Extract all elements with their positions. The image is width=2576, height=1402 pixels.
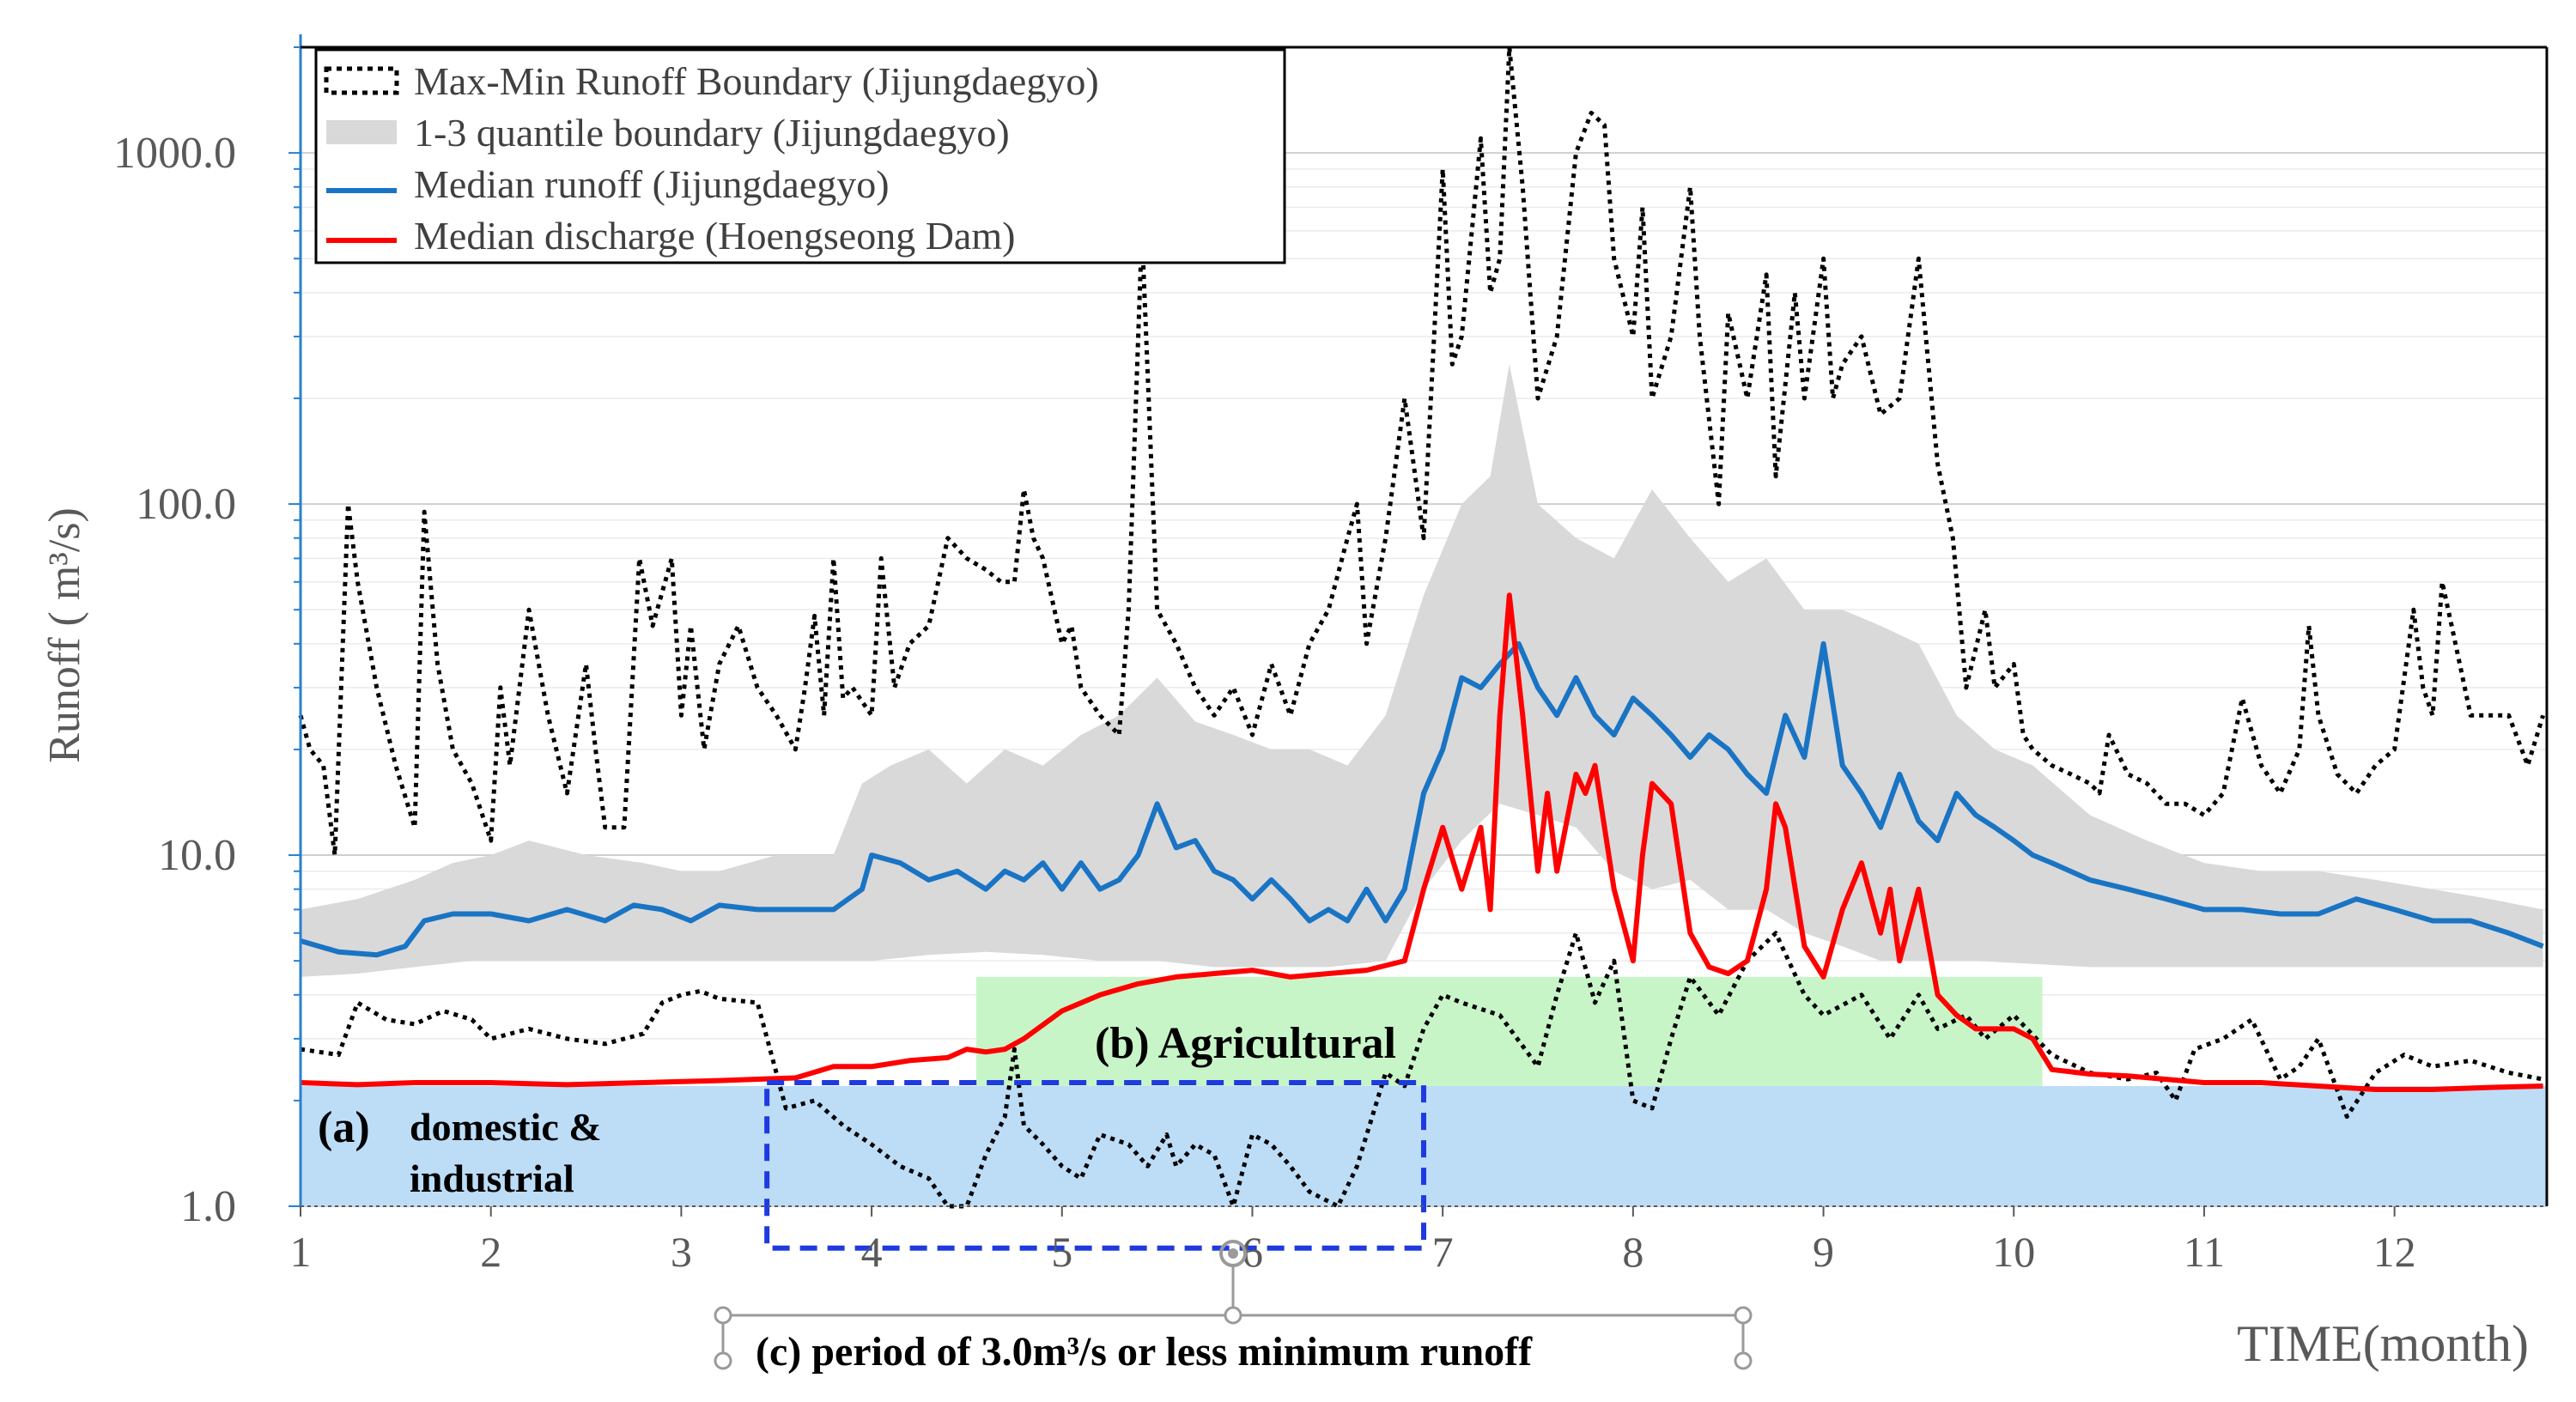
legend-entry-median-runoff: Median runoff (Jijungdaegyo)	[414, 162, 890, 206]
legend-swatch-quantile	[326, 120, 397, 144]
caption-handle	[1224, 1306, 1242, 1325]
x-tick-label: 11	[2184, 1228, 2225, 1276]
quantile-band-area	[301, 364, 2543, 977]
series-maxmin-upper	[298, 45, 2545, 858]
legend-swatch-maxmin	[324, 66, 399, 95]
highlight-label: (c) period of 3.0m³/s or less minimum ru…	[756, 1329, 1533, 1375]
legend: Max-Min Runoff Boundary (Jijungdaegyo) 1…	[314, 48, 1286, 264]
x-tick-label: 3	[671, 1228, 692, 1276]
y-tick-label: 1000.0	[113, 129, 236, 178]
y-tick-label: 1.0	[180, 1182, 236, 1231]
x-tick-label: 12	[2373, 1228, 2416, 1276]
zone-a-label-line1: domestic &	[410, 1105, 602, 1149]
y-tick-label: 10.0	[158, 831, 236, 880]
zone-b-label: (b) Agricultural	[1095, 1019, 1396, 1068]
legend-entry-maxmin: Max-Min Runoff Boundary (Jijungdaegyo)	[414, 59, 1099, 103]
rotate-handle-dot	[1228, 1248, 1238, 1259]
axes	[289, 34, 2549, 1217]
series-maxmin-lower	[300, 931, 2544, 1209]
series-lines	[298, 45, 2545, 1251]
zone-a-label-line2: industrial	[410, 1156, 574, 1200]
y-axis-label: Runoff ( m³/s)	[40, 507, 89, 763]
legend-entry-quantile: 1-3 quantile boundary (Jijungdaegyo)	[414, 111, 1010, 155]
legend-box	[314, 48, 1286, 264]
x-tick-label: 2	[480, 1228, 501, 1276]
series-median-discharge	[300, 592, 2543, 1092]
x-tick-label: 10	[1992, 1228, 2035, 1276]
caption-handle	[1734, 1306, 1753, 1325]
caption-handle	[714, 1306, 732, 1325]
x-tick-label: 8	[1622, 1228, 1643, 1276]
x-axis-label: TIME(month)	[2237, 1315, 2529, 1372]
x-tick-label: 7	[1432, 1228, 1454, 1276]
zone-a-label: (a)	[318, 1103, 370, 1152]
highlight-caption: (c) period of 3.0m³/s or less minimum ru…	[714, 1240, 1753, 1375]
caption-handle	[1734, 1351, 1753, 1370]
x-tick-label: 1	[290, 1228, 312, 1276]
y-tick-label: 100.0	[136, 480, 236, 529]
quantile-band	[301, 364, 2543, 977]
series-median-runoff	[300, 640, 2544, 958]
x-tick-label: 5	[1051, 1228, 1072, 1276]
caption-handle	[714, 1351, 732, 1370]
x-tick-label: 4	[861, 1228, 883, 1276]
legend-entry-median-discharge: Median discharge (Hoengseong Dam)	[414, 214, 1015, 258]
x-tick-label: 9	[1813, 1228, 1834, 1276]
